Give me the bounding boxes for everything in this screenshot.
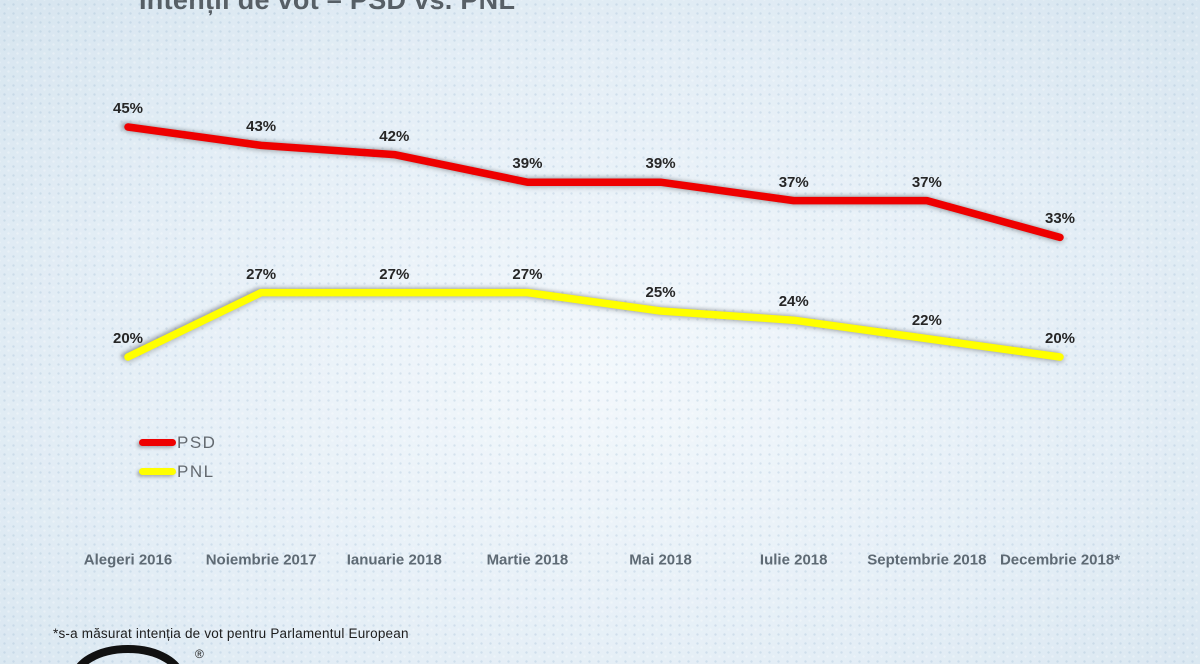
data-label-psd-4: 39% xyxy=(645,155,676,173)
psd-line-swatch xyxy=(139,439,176,446)
data-label-psd-1: 43% xyxy=(246,118,277,136)
x-axis-label-4: Mai 2018 xyxy=(629,551,692,569)
legend: PSD PNL xyxy=(139,428,216,486)
x-axis-label-3: Martie 2018 xyxy=(486,551,569,569)
data-label-pnl-2: 27% xyxy=(379,265,410,283)
x-axis-label-5: Iulie 2018 xyxy=(759,551,828,569)
x-axis-label-7: Decembrie 2018* xyxy=(999,551,1121,569)
data-label-pnl-7: 20% xyxy=(1044,330,1076,347)
x-axis-label-6: Septembrie 2018 xyxy=(867,551,987,569)
x-axis-label-0: Alegeri 2016 xyxy=(83,551,173,569)
data-label-psd-7: 33% xyxy=(1044,210,1076,228)
registered-trademark-icon: ® xyxy=(195,647,204,661)
data-label-psd-6: 37% xyxy=(911,173,942,191)
x-axis-label-1: Noiembrie 2017 xyxy=(205,551,317,569)
chart-title: Intenții de vot – PSD vs. PNL xyxy=(139,0,516,15)
data-label-pnl-1: 27% xyxy=(246,265,277,283)
data-label-pnl-6: 22% xyxy=(911,311,942,329)
data-label-pnl-4: 25% xyxy=(645,284,676,301)
legend-item-psd: PSD xyxy=(139,428,216,457)
data-label-pnl-0: 20% xyxy=(112,330,144,347)
x-axis-label-2: Ianuarie 2018 xyxy=(346,551,442,569)
legend-item-pnl: PNL xyxy=(139,457,216,486)
pnl-line xyxy=(124,288,1064,361)
legend-label-pnl: PNL xyxy=(177,461,215,481)
pnl-line-swatch xyxy=(139,468,176,475)
footnote: *s-a măsurat intenția de vot pentru Parl… xyxy=(53,626,409,641)
data-label-pnl-5: 24% xyxy=(778,293,809,311)
data-label-psd-5: 37% xyxy=(778,173,809,191)
psd-line xyxy=(124,123,1064,242)
data-label-psd-3: 39% xyxy=(512,155,543,173)
logo xyxy=(76,645,180,664)
data-label-psd-0: 45% xyxy=(112,100,144,117)
data-label-pnl-3: 27% xyxy=(512,265,543,283)
legend-label-psd: PSD xyxy=(177,432,217,452)
data-label-psd-2: 42% xyxy=(379,127,410,145)
